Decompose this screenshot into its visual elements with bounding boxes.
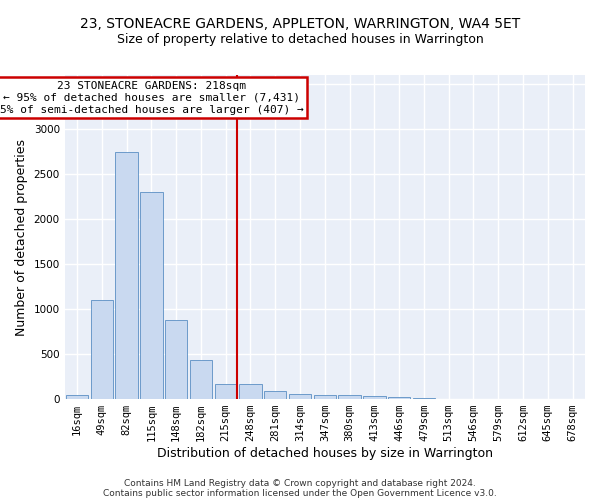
Bar bbox=[190, 360, 212, 399]
X-axis label: Distribution of detached houses by size in Warrington: Distribution of detached houses by size … bbox=[157, 447, 493, 460]
Text: Contains public sector information licensed under the Open Government Licence v3: Contains public sector information licen… bbox=[103, 488, 497, 498]
Bar bbox=[115, 152, 138, 399]
Bar bbox=[239, 384, 262, 399]
Bar bbox=[91, 300, 113, 399]
Text: Contains HM Land Registry data © Crown copyright and database right 2024.: Contains HM Land Registry data © Crown c… bbox=[124, 478, 476, 488]
Bar bbox=[165, 320, 187, 399]
Bar bbox=[363, 396, 386, 399]
Bar bbox=[289, 394, 311, 399]
Bar bbox=[66, 394, 88, 399]
Text: Size of property relative to detached houses in Warrington: Size of property relative to detached ho… bbox=[116, 32, 484, 46]
Bar bbox=[314, 394, 336, 399]
Bar bbox=[264, 391, 286, 399]
Bar bbox=[140, 192, 163, 399]
Bar bbox=[215, 384, 237, 399]
Text: 23 STONEACRE GARDENS: 218sqm
← 95% of detached houses are smaller (7,431)
5% of : 23 STONEACRE GARDENS: 218sqm ← 95% of de… bbox=[0, 82, 303, 114]
Y-axis label: Number of detached properties: Number of detached properties bbox=[15, 138, 28, 336]
Bar bbox=[338, 396, 361, 399]
Bar bbox=[388, 397, 410, 399]
Bar bbox=[413, 398, 435, 399]
Text: 23, STONEACRE GARDENS, APPLETON, WARRINGTON, WA4 5ET: 23, STONEACRE GARDENS, APPLETON, WARRING… bbox=[80, 18, 520, 32]
